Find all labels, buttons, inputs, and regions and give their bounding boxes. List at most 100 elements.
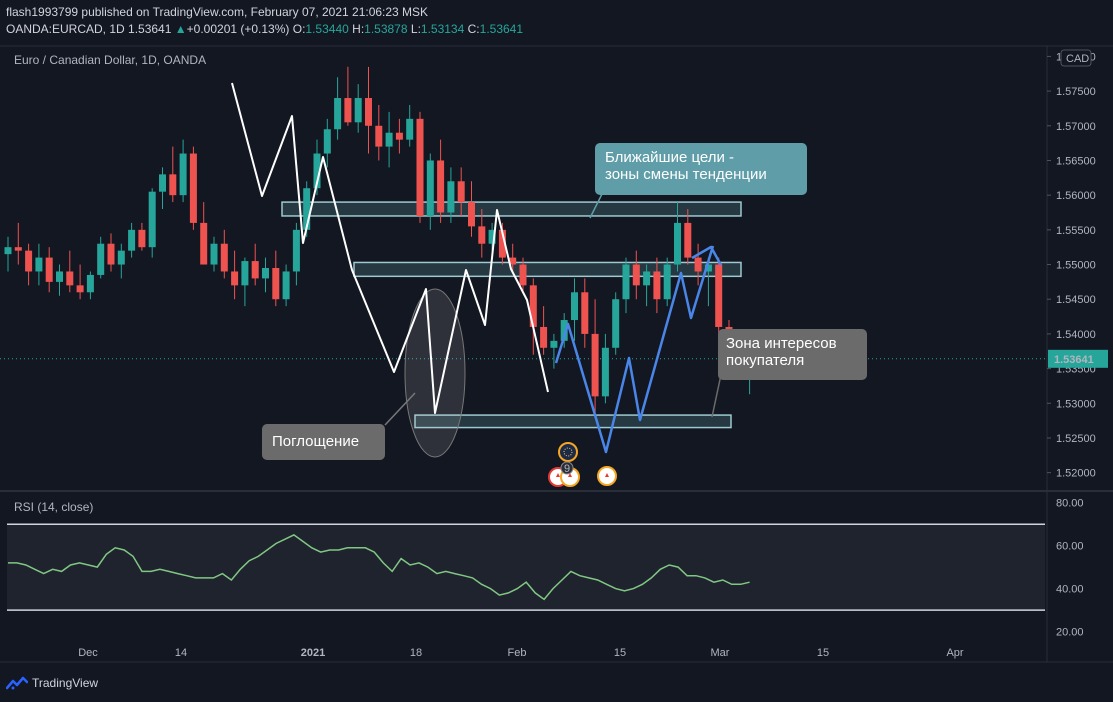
rsi-tick-label: 40.00	[1056, 584, 1084, 596]
candle	[365, 66, 372, 154]
rsi-line	[8, 534, 750, 601]
candle	[643, 264, 651, 307]
time-tick-label: Mar	[711, 647, 730, 659]
candle-body	[272, 268, 280, 300]
close-label: C:	[467, 22, 480, 36]
zone-box	[281, 201, 742, 217]
candle	[56, 264, 63, 296]
price-tick-label: 1.57000	[1056, 121, 1096, 133]
candle-body	[447, 181, 455, 213]
candle-body	[416, 118, 424, 216]
candle-body	[189, 153, 197, 223]
publish-info: flash1993799 published on TradingView.co…	[6, 5, 428, 19]
candle-body	[292, 229, 300, 272]
price-tick-label: 1.55500	[1056, 225, 1096, 237]
axes: 1.580001.575001.570001.565001.560001.555…	[78, 49, 1108, 659]
price-tick-label: 1.52000	[1056, 468, 1096, 480]
candle	[148, 188, 156, 258]
candle	[292, 222, 300, 286]
candle-body	[148, 191, 156, 248]
candle-body	[385, 132, 393, 147]
candle-body	[406, 118, 414, 140]
time-tick-label: Feb	[508, 647, 527, 659]
candle-body	[251, 261, 259, 279]
candle-body	[437, 160, 445, 213]
currency-badge-box	[1060, 49, 1092, 67]
candle	[550, 333, 558, 369]
time-tick-label: 14	[175, 647, 187, 659]
open-value: 1.53440	[305, 22, 349, 36]
zone-box	[353, 261, 742, 278]
price-tick-label: 1.53000	[1056, 398, 1096, 410]
candle-body	[76, 285, 84, 293]
rsi-tick-label: 60.00	[1056, 541, 1084, 553]
candle	[426, 153, 434, 230]
candle-body	[107, 243, 115, 265]
candle-body	[478, 226, 486, 244]
candle-body	[581, 292, 589, 334]
candles	[4, 66, 754, 418]
candle-body	[66, 271, 74, 286]
price-tick-label: 1.52500	[1056, 433, 1096, 445]
candle	[715, 257, 723, 334]
rsi-band-fill	[7, 524, 1045, 611]
candle	[35, 243, 43, 286]
candle	[25, 243, 33, 286]
candle-body	[488, 229, 496, 244]
candle	[97, 236, 105, 279]
candle-body	[457, 181, 465, 203]
candle	[468, 181, 475, 237]
candle-body	[45, 257, 53, 282]
time-tick-label: 2021	[301, 647, 325, 659]
candle	[231, 250, 239, 300]
candle-body	[179, 153, 187, 196]
candle-body	[612, 299, 620, 348]
time-tick-label: 18	[410, 647, 422, 659]
candle-body	[694, 257, 702, 272]
zones	[281, 201, 742, 429]
candle	[262, 257, 269, 293]
candle	[632, 250, 640, 300]
candle	[571, 278, 578, 341]
candle	[560, 313, 568, 348]
candle-body	[498, 229, 506, 258]
candle-body	[313, 153, 321, 189]
footer-brand[interactable]: TradingView	[6, 676, 98, 690]
low-label: L:	[410, 22, 421, 36]
candle	[395, 118, 403, 154]
candle	[612, 292, 620, 355]
candle	[540, 306, 548, 355]
candle-body	[334, 98, 342, 130]
candle-body	[560, 320, 568, 341]
maple-leaf-icon	[556, 473, 560, 477]
last-price-label: 1.53641	[1054, 354, 1094, 366]
eu-stars-icon	[563, 447, 573, 457]
high-value: 1.53878	[364, 22, 408, 36]
candle-body	[56, 271, 63, 282]
symbol-ohlc-line: OANDA:EURCAD, 1D 1.53641 ▲+0.00201 (+0.1…	[6, 22, 523, 36]
candle	[581, 278, 589, 348]
candle	[210, 236, 218, 272]
close-value: 1.53641	[479, 22, 524, 36]
candle	[416, 111, 424, 223]
candle-body	[375, 125, 383, 147]
candle-body	[663, 264, 671, 300]
candle	[117, 243, 125, 279]
candle	[272, 250, 280, 307]
time-tick-label: Dec	[78, 647, 98, 659]
candle	[437, 139, 445, 223]
candle-body	[4, 247, 12, 255]
candle	[601, 333, 609, 404]
candle-body	[169, 174, 177, 196]
candle	[179, 139, 187, 203]
event-count: 9	[564, 463, 570, 475]
candle	[375, 104, 383, 161]
candle-body	[622, 264, 630, 300]
candle-body	[571, 292, 578, 321]
tradingview-logo-icon	[6, 676, 28, 690]
candle-body	[395, 132, 403, 140]
candle-body	[344, 98, 352, 123]
zigzag-line	[231, 82, 549, 414]
candle	[334, 77, 342, 140]
